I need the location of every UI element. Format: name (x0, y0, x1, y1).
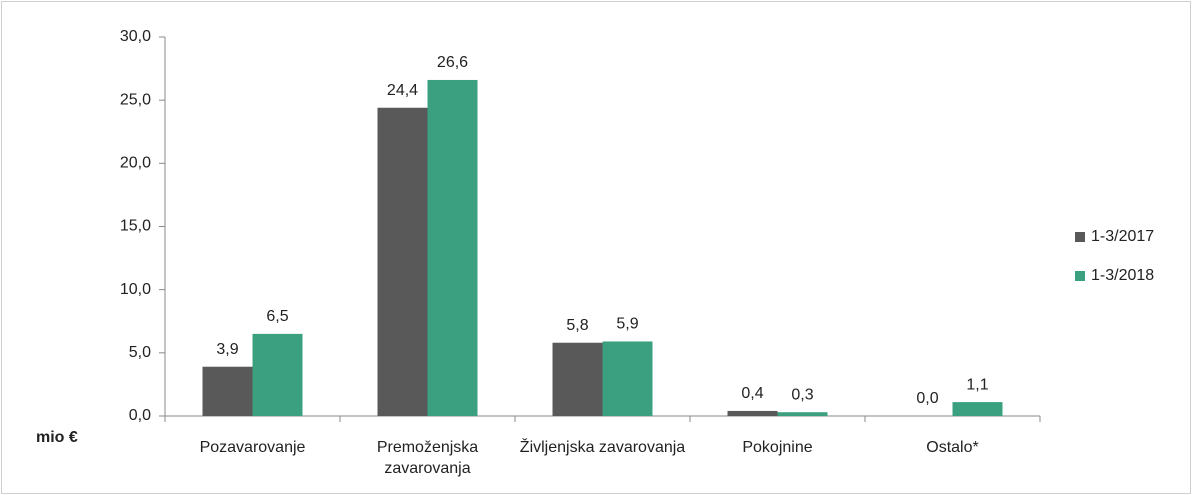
bar (252, 333, 303, 416)
x-tick-label: Ostalo* (926, 439, 979, 456)
legend-label: 1-3/2017 (1091, 228, 1154, 245)
legend-label: 1-3/2018 (1091, 267, 1154, 284)
value-label: 5,9 (616, 316, 638, 333)
y-tick-label: 5,0 (129, 344, 151, 361)
value-label: 24,4 (387, 82, 418, 99)
y-tick-label: 25,0 (120, 91, 151, 108)
x-tick-label: Življenjska zavarovanja (519, 439, 686, 456)
bar (202, 366, 253, 416)
value-label: 0,0 (916, 390, 938, 407)
legend-swatch (1075, 232, 1085, 242)
value-label: 0,3 (791, 386, 813, 403)
y-tick-label: 0,0 (129, 407, 151, 424)
y-tick-label: 20,0 (120, 155, 151, 172)
value-label: 3,9 (216, 341, 238, 358)
y-tick-label: 30,0 (120, 28, 151, 45)
bar (377, 107, 428, 416)
bar (952, 402, 1003, 416)
value-label: 6,5 (266, 308, 288, 325)
x-tick-label: Premoženjska zavarovanja (376, 439, 479, 477)
bar (727, 410, 778, 416)
x-tick-label: Pokojnine (742, 439, 813, 456)
y-tick-label: 15,0 (120, 218, 151, 235)
y-tick-label: 10,0 (120, 281, 151, 298)
y-axis-label: mio € (36, 429, 78, 446)
value-label: 26,6 (437, 54, 468, 71)
bar (777, 412, 828, 416)
value-label: 1,1 (966, 376, 988, 393)
bar (427, 79, 478, 416)
bar (552, 342, 603, 416)
value-label: 5,8 (566, 317, 588, 334)
x-tick-label: Pozavarovanje (199, 439, 306, 456)
legend-swatch (1075, 271, 1085, 281)
value-label: 0,4 (741, 385, 763, 402)
bar (602, 341, 653, 416)
